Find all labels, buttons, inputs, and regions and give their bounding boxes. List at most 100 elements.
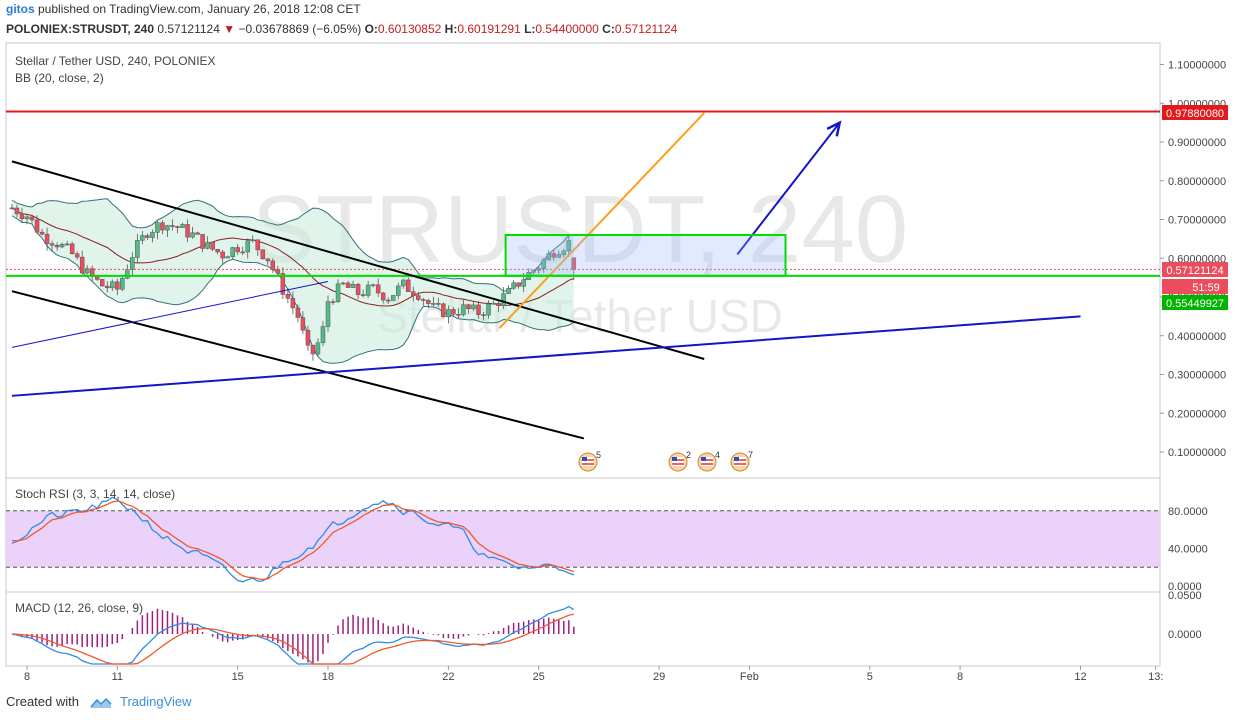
candle (471, 300, 476, 312)
green-line-price-label: 0.55449927 (1162, 295, 1228, 310)
price-tick-label: 0.80000000 (1168, 176, 1226, 188)
macd-pane: 0.0000 0.0500 (11, 590, 1202, 665)
candle (340, 281, 346, 286)
event-count: 5 (596, 450, 601, 460)
candle (431, 296, 436, 307)
candle (446, 305, 451, 324)
price-tick-label: 0.30000000 (1168, 370, 1226, 382)
plot-border (5, 42, 1161, 667)
candle (476, 301, 481, 319)
candle (275, 265, 281, 277)
stoch-k-line (11, 496, 575, 583)
time-tick-label: 13: (1148, 671, 1163, 683)
red-line-price-label: 0.97880080 (1162, 105, 1228, 120)
candle (225, 255, 230, 259)
chart-canvas[interactable]: STRUSDT, 240 Stellar / Tether USD 0.1000… (0, 0, 1236, 690)
bb-label: BB (20, close, 2) (15, 71, 104, 85)
candle (220, 249, 225, 264)
candle (295, 304, 301, 323)
candle (34, 215, 40, 234)
rsi-band (6, 510, 1160, 568)
candle (130, 252, 135, 276)
time-tick-label: 8 (957, 671, 963, 683)
candle (516, 282, 521, 289)
bb-basis (11, 207, 574, 307)
candle (501, 287, 506, 309)
candle (270, 258, 276, 274)
bb-upper (11, 198, 574, 292)
candle (100, 278, 105, 287)
time-tick-label: 18 (322, 671, 334, 683)
svg-text:0.97880080: 0.97880080 (1166, 108, 1224, 120)
created-with-text: Created with (6, 694, 79, 709)
candle (350, 280, 356, 288)
candle (240, 246, 245, 256)
candle (49, 240, 55, 252)
candle (310, 344, 316, 361)
candle (230, 246, 235, 260)
time-tick-label: 22 (442, 671, 454, 683)
macd-label: MACD (12, 26, close, 9) (15, 601, 143, 615)
trendline-rally (498, 112, 705, 329)
rsi-tick-label: 40.0000 (1168, 543, 1208, 555)
symbol-label: POLONIEX:STRUSDT, 240 (6, 22, 155, 36)
candle (496, 300, 501, 313)
price-tick-label: 1.10000000 (1168, 60, 1226, 72)
candle (551, 250, 556, 261)
author-link[interactable]: gitos (6, 2, 35, 16)
candle (375, 278, 381, 297)
candle (511, 280, 516, 290)
footer: Created with TradingView (6, 694, 192, 710)
open-value: 0.60130852 (377, 22, 442, 36)
candle (335, 279, 341, 303)
stoch-label: Stoch RSI (3, 3, 14, 14, close) (15, 487, 175, 501)
svg-text:0.57121124: 0.57121124 (1166, 265, 1223, 277)
event-flag-icon[interactable]: 2 (668, 450, 691, 472)
candle (74, 251, 80, 260)
candle (355, 283, 361, 300)
candle (345, 280, 351, 288)
candle (150, 229, 155, 243)
candle (421, 297, 426, 306)
candle (260, 249, 266, 261)
candle (145, 233, 150, 241)
event-flag-icon[interactable]: 7 (730, 450, 753, 472)
candle (411, 286, 416, 302)
stoch-rsi-pane: 0.0000 40.0000 80.0000 (6, 496, 1208, 593)
trendline-arrow (736, 122, 841, 255)
candle (330, 299, 336, 306)
candle (255, 239, 261, 256)
price-tick-label: 0.10000000 (1168, 447, 1226, 459)
main-title: Stellar / Tether USD, 240, POLONIEX (15, 54, 216, 68)
event-flag-icon[interactable]: 5 (578, 450, 601, 472)
candle (280, 267, 286, 300)
last-price-label: 0.57121124 (1162, 262, 1228, 277)
ohlc-bar: POLONIEX:STRUSDT, 240 0.57121124 ▼ −0.03… (6, 22, 678, 36)
candle (185, 219, 190, 242)
candle (531, 269, 536, 276)
candle (110, 279, 115, 291)
candle (385, 297, 391, 304)
candle (491, 300, 496, 305)
candle (120, 275, 125, 292)
candle (245, 238, 250, 259)
candle (69, 241, 75, 255)
candle (451, 307, 456, 317)
candle (561, 248, 567, 258)
high-value: 0.60191291 (457, 22, 521, 36)
candle (315, 338, 321, 357)
event-flag-icon[interactable]: 4 (697, 450, 720, 472)
candle (29, 216, 35, 224)
candle (54, 242, 60, 251)
trendline-support (11, 315, 1081, 397)
svg-text:0.55449927: 0.55449927 (1166, 298, 1224, 310)
candle (305, 325, 311, 352)
stoch-d-line (11, 500, 575, 581)
publish-info: gitos published on TradingView.com, Janu… (6, 2, 361, 16)
candle (59, 242, 65, 249)
time-tick-label: 12 (1074, 671, 1086, 683)
time-tick-label: 25 (533, 671, 545, 683)
tradingview-brand-link[interactable]: TradingView (120, 694, 192, 709)
candle (79, 250, 85, 275)
time-tick-label: 15 (232, 671, 244, 683)
